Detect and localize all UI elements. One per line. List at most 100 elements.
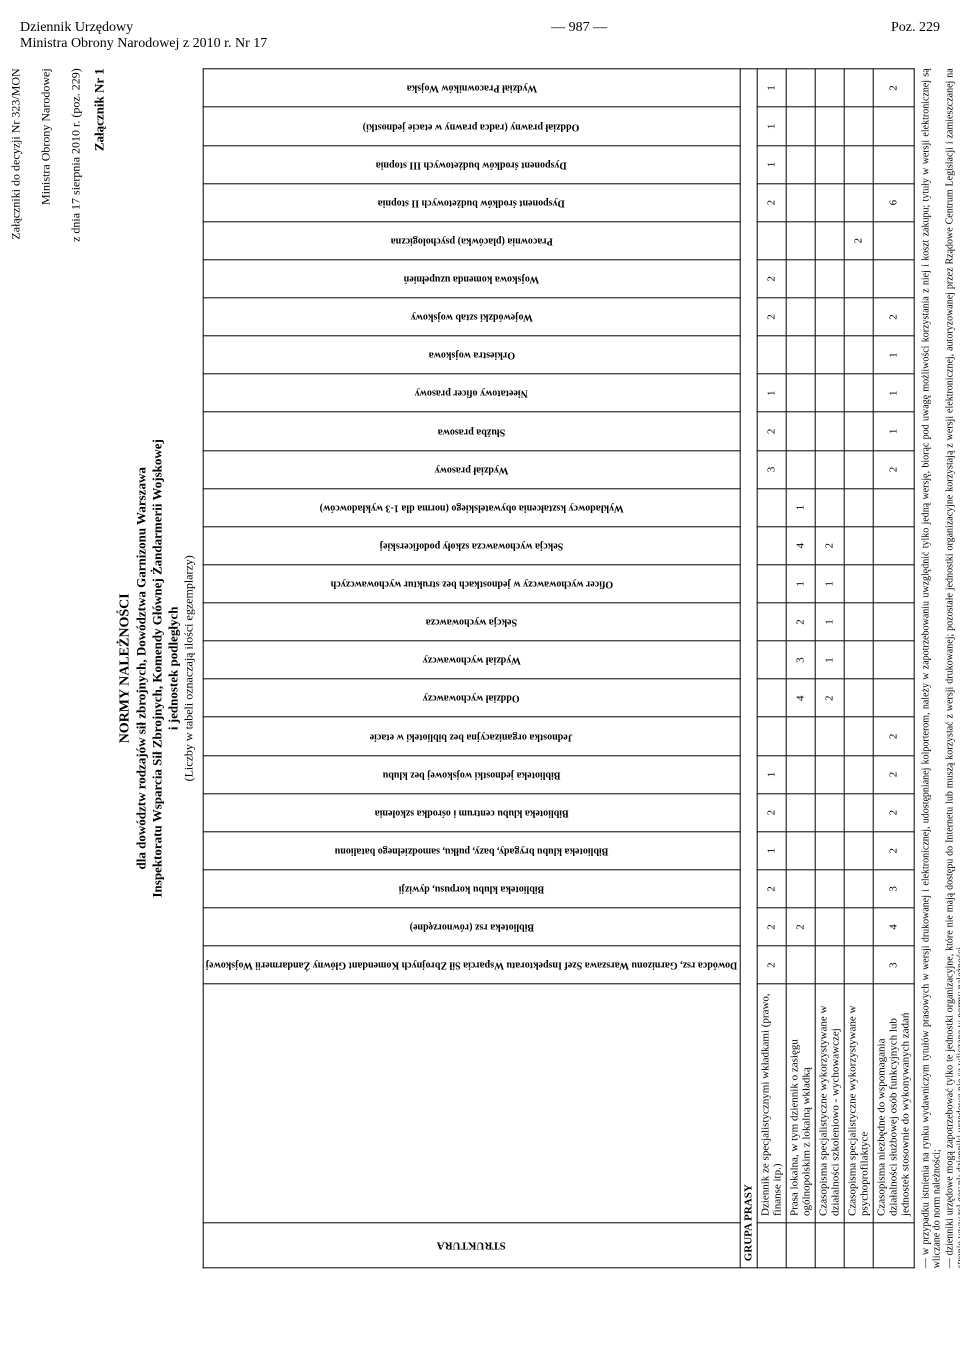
title-sub2: Inspektoratu Wsparcia Sił Zbrojnych, Kom… [150, 68, 166, 1268]
cell [786, 946, 815, 984]
col-label: Biblioteka rsz (równorzędne) [409, 921, 533, 932]
cell: 2 [757, 946, 786, 984]
cell: 1 [873, 336, 914, 374]
col-15: Służba prasowa [203, 412, 740, 450]
col-label: Biblioteka klubu centrum i ośrodka szkol… [374, 807, 568, 818]
cell [844, 679, 873, 717]
cell [815, 145, 844, 183]
cell: 1 [815, 565, 844, 603]
cell: 2 [757, 412, 786, 450]
cell [844, 298, 873, 336]
cell: 3 [873, 870, 914, 908]
cell [844, 107, 873, 145]
cell [844, 908, 873, 946]
cell [757, 717, 786, 755]
cell [786, 336, 815, 374]
cell [873, 222, 914, 260]
cell [844, 69, 873, 107]
cell [815, 717, 844, 755]
title-note: (Liczby w tabeli oznaczają ilości egzemp… [182, 68, 197, 1268]
cell [757, 489, 786, 527]
cell [815, 794, 844, 832]
cell [844, 450, 873, 488]
grupa-row: GRUPA PRASY [740, 69, 757, 1268]
col-label: Oddział wychowawczy [423, 693, 520, 704]
col-5: Biblioteka klubu centrum i ośrodka szkol… [203, 794, 740, 832]
table-body: GRUPA PRASY Dziennik ze specjalistycznym… [740, 69, 914, 1268]
cell: 4 [786, 527, 815, 565]
cell: 2 [873, 794, 914, 832]
cell [815, 184, 844, 222]
attachment-label: Załącznik Nr 1 [92, 68, 108, 1268]
cell [786, 870, 815, 908]
col-label: Wydział prasowy [435, 464, 509, 475]
cell: 1 [757, 755, 786, 793]
cell: 1 [757, 832, 786, 870]
cell [844, 184, 873, 222]
cell [757, 641, 786, 679]
cell [815, 870, 844, 908]
col-17: Orkiestra wojskowa [203, 336, 740, 374]
cell [757, 565, 786, 603]
cell [786, 450, 815, 488]
cell [815, 336, 844, 374]
col-label: Oficer wychowawczy w jednostkach bez str… [330, 578, 612, 589]
col-12: Sekcja wychowawcza szkoły podoficerskiej [203, 527, 740, 565]
col-3: Biblioteka klubu korpusu, dywizji [203, 870, 740, 908]
header-center: — 987 — [551, 20, 607, 52]
col-18: Wojewódzki sztab wojskowy [203, 298, 740, 336]
row-spacer [844, 1223, 873, 1268]
cell [844, 565, 873, 603]
cell [873, 679, 914, 717]
footnotes: — w przypadku istnienia na rynku wydawni… [920, 68, 960, 1268]
row-label: Czasopisma specjalistyczne wykorzystywan… [844, 984, 873, 1222]
cell [757, 336, 786, 374]
cell [873, 489, 914, 527]
cell [844, 527, 873, 565]
cell [786, 145, 815, 183]
col-label: Dysponent środków budżetowych II stopnia [378, 197, 565, 208]
col-22: Dysponent środków budżetowych III stopni… [203, 145, 740, 183]
cell: 2 [815, 527, 844, 565]
footnote-2: — dzienniki urzędowe mogą zapotrzebować … [944, 68, 960, 1268]
cell [815, 260, 844, 298]
col-11: Oficer wychowawczy w jednostkach bez str… [203, 565, 740, 603]
col-24: Wydział Pracowników Wojska [203, 69, 740, 107]
cell [844, 145, 873, 183]
table-row: Dziennik ze specjalistycznymi wkładkami … [757, 69, 786, 1268]
cell: 1 [786, 489, 815, 527]
norms-table: STRUKTURA Dowódca rsz, Garnizonu Warszaw… [203, 68, 915, 1268]
cell: 1 [757, 107, 786, 145]
cell: 2 [873, 298, 914, 336]
ref-line3: z dnia 17 sierpnia 2010 r. (poz. 229) [69, 68, 83, 242]
col-label: Wojewódzki sztab wojskowy [410, 311, 532, 322]
col-2: Biblioteka rsz (równorzędne) [203, 908, 740, 946]
cell [815, 946, 844, 984]
cell [786, 222, 815, 260]
title-sub1: dla dowództw rodzajów sił zbrojnych, Dow… [134, 68, 150, 1268]
col-label: Dysponent środków budżetowych III stopni… [376, 159, 567, 170]
col-23: Oddział prawny (radca prawny w etacie je… [203, 107, 740, 145]
row-spacer [815, 1223, 844, 1268]
col-label: Wojskowa komenda uzupełnień [404, 273, 540, 284]
cell: 1 [873, 412, 914, 450]
footnote-1: — w przypadku istnienia na rynku wydawni… [920, 68, 942, 1268]
col-21: Dysponent środków budżetowych II stopnia [203, 184, 740, 222]
cell [757, 603, 786, 641]
row-spacer [757, 1223, 786, 1268]
cell [873, 107, 914, 145]
cell: 1 [786, 565, 815, 603]
cell [873, 527, 914, 565]
cell [786, 717, 815, 755]
cell [815, 298, 844, 336]
col-13: Wykładowcy kształcenia obywatelskiego (n… [203, 489, 740, 527]
table-row: Czasopisma niezbędne do wspomagania dzia… [873, 69, 914, 1268]
col-label: Pracownia (placówka) psychologiczna [390, 235, 552, 246]
col-label: Biblioteka jednostki wojskowej bez klubu [383, 769, 561, 780]
cell [844, 260, 873, 298]
col-label: Sekcja wychowawcza szkoły podoficerskiej [380, 540, 564, 551]
cell [873, 260, 914, 298]
col-1: Dowódca rsz, Garnizonu Warszawa Szef Ins… [203, 946, 740, 984]
cell [786, 412, 815, 450]
col-label: Biblioteka klubu korpusu, dywizji [399, 883, 545, 894]
